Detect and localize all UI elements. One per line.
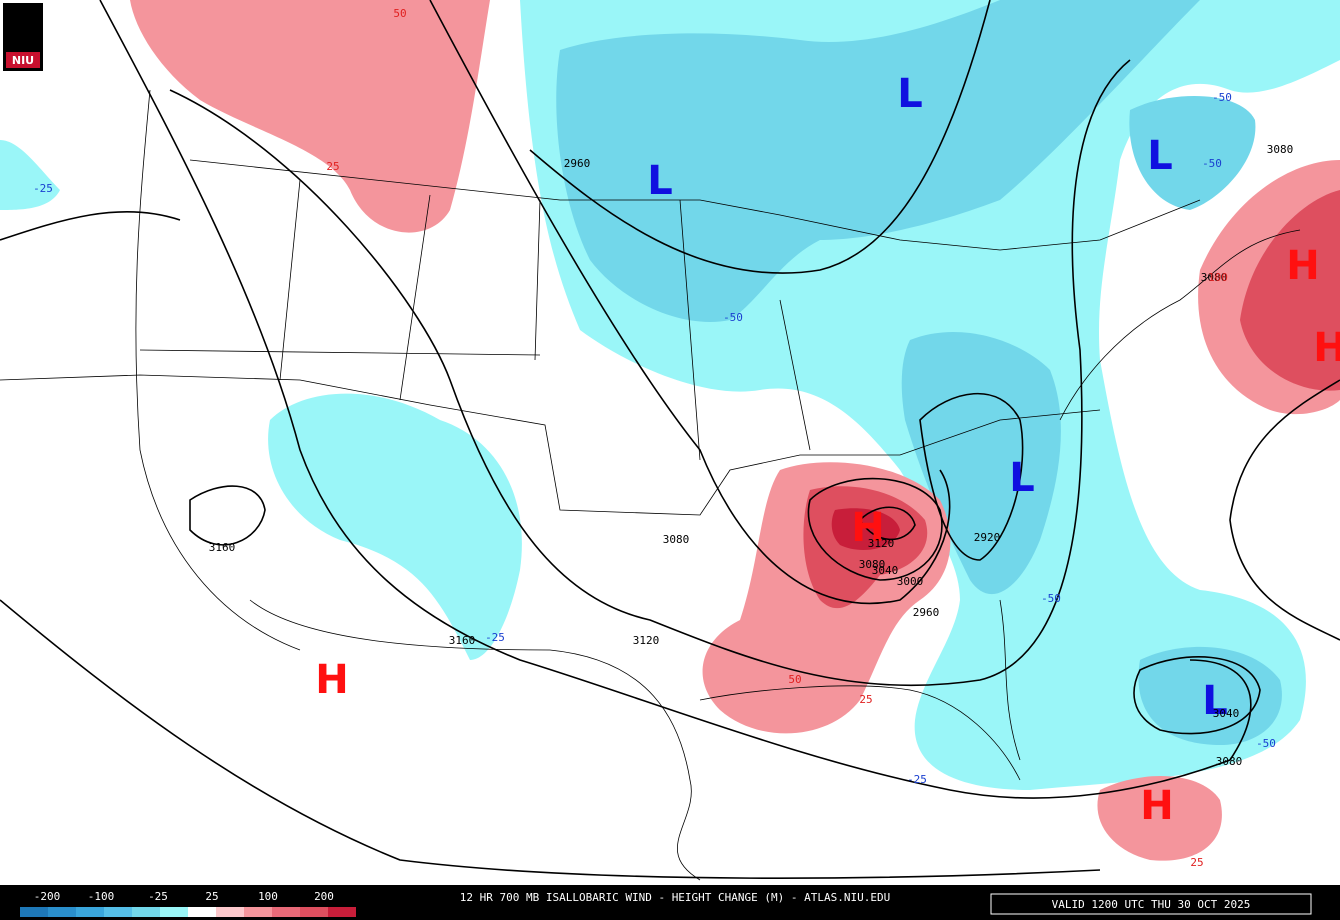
change-label: -50 [723, 311, 743, 324]
change-label: 100 [1208, 271, 1228, 284]
height-label: 3040 [872, 564, 899, 577]
colorbar-label: -25 [148, 890, 168, 903]
change-label: 50 [788, 673, 801, 686]
height-label: 3080 [1201, 271, 1228, 284]
change-label: 25 [1190, 856, 1203, 869]
pressure-center: H [1313, 325, 1340, 371]
footer-title: 12 HR 700 MB ISALLOBARIC WIND - HEIGHT C… [460, 891, 890, 904]
height-label: 3000 [897, 575, 924, 588]
height-label: 3080 [1267, 143, 1294, 156]
change-label: -50 [1212, 91, 1232, 104]
height-label: 3160 [449, 634, 476, 647]
height-label: 3160 [209, 541, 236, 554]
colorbar-swatch [104, 907, 132, 917]
change-label: -50 [1256, 737, 1276, 750]
pressure-center: L [1009, 455, 1035, 501]
colorbar-swatch [132, 907, 160, 917]
change-label: -50 [1202, 157, 1222, 170]
pressure-center: H [851, 505, 884, 551]
pressure-center: L [1147, 133, 1173, 179]
colorbar-swatch [188, 907, 216, 917]
colorbar-label: 25 [205, 890, 218, 903]
height-label: 2920 [974, 531, 1001, 544]
change-label: -25 [485, 631, 505, 644]
valid-box [990, 893, 1312, 915]
colorbar: -200 -100 -25 25 100 200 [20, 890, 356, 917]
height-label: 3120 [633, 634, 660, 647]
height-label: 3120 [868, 537, 895, 550]
pressure-center: H [1286, 243, 1319, 289]
height-contours [0, 0, 1340, 879]
height-label: 3080 [1216, 755, 1243, 768]
colorbar-swatch [20, 907, 48, 917]
change-label: -50 [1041, 592, 1061, 605]
logo: NIU [3, 3, 43, 71]
logo-text: NIU [12, 54, 34, 67]
change-label: 25 [326, 160, 339, 173]
pressure-center: H [315, 657, 348, 703]
valid-time: VALID 1200 UTC THU 30 OCT 2025 [1052, 898, 1251, 911]
pressure-center: L [1202, 678, 1228, 724]
pressure-center: L [897, 71, 923, 117]
colorbar-swatch [76, 907, 104, 917]
colorbar-swatch [300, 907, 328, 917]
pressure-center: L [647, 158, 673, 204]
height-label: 2960 [564, 157, 591, 170]
colorbar-swatch [216, 907, 244, 917]
height-label: 3080 [859, 558, 886, 571]
colorbar-label: -200 [34, 890, 61, 903]
change-shading [0, 0, 1340, 861]
colorbar-label: 100 [258, 890, 278, 903]
change-label: -25 [907, 773, 927, 786]
colorbar-swatch [328, 907, 356, 917]
colorbar-swatch [160, 907, 188, 917]
height-label: 2960 [913, 606, 940, 619]
colorbar-label: -100 [88, 890, 115, 903]
change-label: 50 [393, 7, 406, 20]
map-labels: LLLLLHHHHH296030803160308031203160312030… [33, 7, 1340, 869]
change-label: -25 [33, 182, 53, 195]
height-label: 3080 [663, 533, 690, 546]
colorbar-swatch [48, 907, 76, 917]
colorbar-swatch [244, 907, 272, 917]
geography [0, 89, 1301, 881]
height-label: 3040 [1213, 707, 1240, 720]
colorbar-swatch [272, 907, 300, 917]
change-label: 25 [859, 693, 872, 706]
pressure-center: H [1140, 783, 1173, 829]
colorbar-label: 200 [314, 890, 334, 903]
